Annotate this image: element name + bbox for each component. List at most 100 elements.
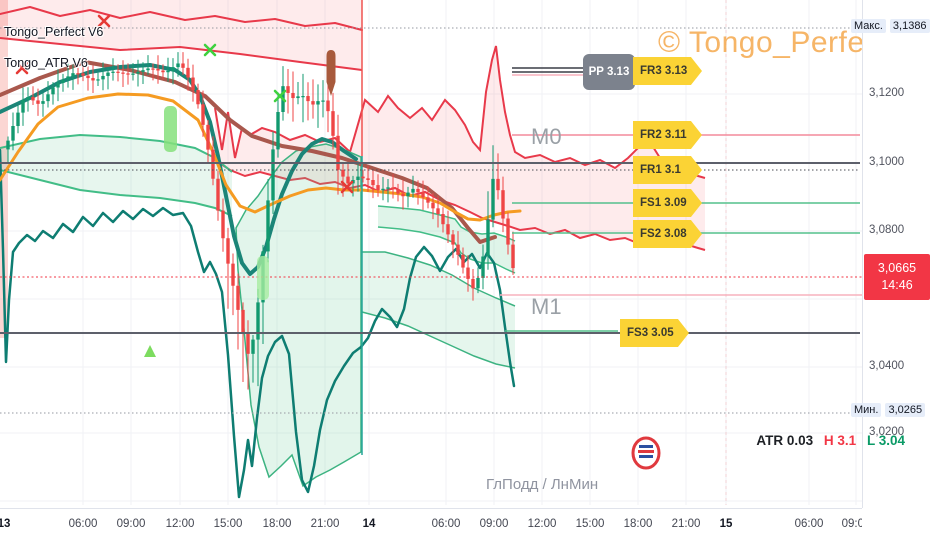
candle-body [326, 100, 330, 112]
candle-body [31, 97, 35, 101]
candle-body [56, 82, 60, 88]
overlay-band-left-lower [0, 169, 233, 217]
candle-body [236, 285, 240, 310]
candle-body [271, 149, 275, 201]
pivot-label-fs2: FS2 3.08 [633, 220, 702, 248]
candle-body [176, 63, 180, 68]
pivot-label-fs1: FS1 3.09 [633, 189, 702, 217]
candle-body [216, 178, 220, 211]
candle-body [506, 218, 510, 245]
time-tick: 09:00 [479, 518, 509, 530]
price-tick: 3,0200 [869, 426, 905, 438]
session-high-value: H 3.1 [823, 433, 857, 448]
overlay-band-right-lower [377, 226, 516, 274]
atr-readout: ATR 0.03 H 3.1 L 3.04 [756, 433, 905, 448]
candle-body [331, 111, 335, 136]
overlay-mid-cloud-fill [215, 46, 705, 250]
price-axis[interactable]: 3,1200 3,1000 3,0800 3,0400 3,0200 Макс. 3,1… [851, 0, 932, 508]
candle-body [71, 73, 75, 77]
candle-body [381, 188, 385, 191]
time-tick: 21:00 [310, 518, 340, 530]
overlay-teal-ma [0, 63, 358, 276]
candle-body [496, 178, 500, 191]
candle-body [426, 197, 430, 203]
price-tick: 3,0400 [869, 360, 905, 372]
overlay-top-cloud-line [0, 37, 363, 71]
candle-body [111, 71, 115, 73]
candle-body [336, 135, 340, 170]
candle-body [441, 214, 445, 225]
overlay-top-cloud-line2 [0, 6, 363, 31]
candle-body [266, 200, 270, 252]
overlay-teal-trail [0, 148, 516, 499]
candle-body [186, 67, 190, 78]
price-tick: 3,1200 [869, 87, 905, 99]
overlay-mint-right-lower [361, 311, 516, 369]
zone-label-m0: M0 [531, 124, 562, 149]
candle-body [11, 126, 15, 141]
session-low-value: L 3.04 [866, 433, 905, 448]
pivot-label-fs3: FS3 3.05 [620, 319, 689, 347]
candle-body [481, 256, 485, 278]
min-price-badge: Мин. 3,0265 [851, 403, 931, 417]
candle-body [61, 79, 65, 83]
indicator-legend-tongo-atr[interactable]: Tongo_ATR V6 [4, 56, 88, 70]
candle-body [416, 188, 420, 193]
min-value: 3,0265 [885, 403, 926, 417]
time-tick: 12:00 [527, 518, 557, 530]
time-tick: 21:00 [671, 518, 701, 530]
time-tick: 06:00 [794, 518, 824, 530]
overlay-top-cloud-fill [0, 0, 362, 70]
highlight-bar [257, 256, 269, 300]
pivot-label-fr1: FR1 3.1 [633, 156, 702, 184]
candle-body [121, 72, 125, 74]
candle-body [41, 101, 45, 104]
candle-body [321, 100, 325, 102]
candle-body [316, 101, 320, 105]
time-axis[interactable]: 13 06:00 09:00 12:00 15:00 18:00 21:00 14 06:00 0… [0, 508, 932, 550]
candle-body [466, 267, 470, 279]
indicator-legend: Tongo_Perfect V6 Tongo_ATR V6 [4, 24, 103, 86]
candle-body [371, 180, 375, 186]
candle-body [191, 77, 195, 90]
candle-body [461, 254, 465, 268]
overlay-orange-ma [0, 92, 522, 222]
candle-body [291, 92, 295, 99]
candle-body [196, 89, 200, 105]
candle-body [431, 202, 435, 209]
candle-body [206, 124, 210, 150]
candle-body [241, 309, 245, 334]
candle-body [171, 67, 175, 71]
x-marker [97, 14, 111, 28]
max-value: 3,1386 [889, 19, 930, 33]
candle-body [311, 101, 315, 105]
candle-body [301, 96, 305, 98]
time-tick-day: 14 [362, 518, 376, 530]
candle-body [136, 71, 140, 74]
chart-canvas[interactable] [0, 0, 862, 508]
overlay-left-strip [0, 0, 8, 338]
candle-body [231, 263, 235, 286]
price-tick: 3,0800 [869, 224, 905, 236]
candle-body [246, 333, 250, 354]
indicator-legend-tongo-perfect[interactable]: Tongo_Perfect V6 [4, 25, 104, 39]
candle-body [131, 73, 135, 75]
candle-body [471, 278, 475, 289]
x-marker [273, 89, 287, 103]
pivot-label-fr3: FR3 3.13 [633, 57, 702, 85]
chart-pane[interactable]: Tongo_Perfect V6 Tongo_ATR V6 © Tongo_Pe… [0, 0, 862, 508]
candle-body [211, 149, 215, 179]
candle-body [16, 112, 20, 127]
time-tick: 12:00 [165, 518, 195, 530]
candle-body [451, 234, 455, 245]
candle-body [341, 169, 345, 177]
candle-body [486, 219, 490, 257]
highlight-bar [164, 106, 177, 152]
time-tick: 09:00 [116, 518, 146, 530]
candle-body [296, 96, 300, 99]
candle-body [36, 100, 40, 104]
x-marker [203, 43, 217, 57]
candle-body [276, 112, 280, 150]
candle-body [26, 97, 30, 101]
max-label: Макс. [851, 19, 886, 33]
